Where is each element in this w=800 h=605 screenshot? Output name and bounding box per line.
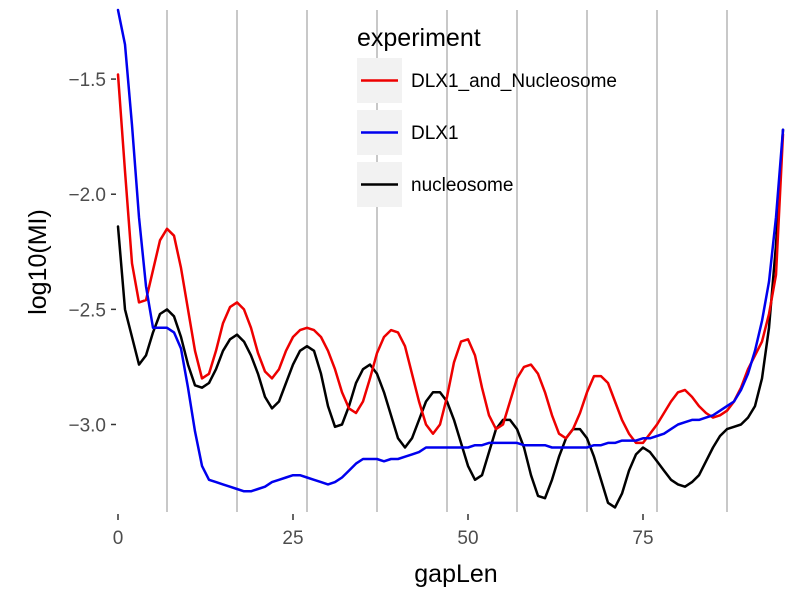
y-axis-title: log10(MI) — [24, 209, 52, 315]
legend: experiment DLX1_and_Nucleosome DLX1 nucleo… — [357, 24, 617, 207]
y-tick-label: −1.5 — [68, 70, 106, 91]
legend-label: DLX1 — [411, 123, 459, 144]
x-tick-label: 50 — [457, 528, 478, 549]
legend-label: DLX1_and_Nucleosome — [411, 71, 617, 92]
series-line-dlx1-and-nucleosome — [116, 73, 785, 445]
series-line-dlx1 — [116, 8, 785, 493]
series-line-nucleosome — [116, 128, 785, 509]
legend-title: experiment — [357, 24, 481, 52]
y-tick-label: −2.0 — [68, 185, 106, 206]
y-axis-ticks: −3.0 −2.5 −2.0 −1.5 — [68, 70, 116, 436]
x-tick-label: 75 — [632, 528, 653, 549]
series-lines — [116, 8, 785, 509]
x-axis-title: gapLen — [414, 560, 497, 588]
legend-entries: DLX1_and_Nucleosome DLX1 nucleosome — [357, 58, 617, 207]
y-tick-label: −3.0 — [68, 415, 106, 436]
legend-label: nucleosome — [411, 175, 513, 196]
x-axis-ticks: 0 25 50 75 — [113, 514, 654, 549]
y-tick-label: −2.5 — [68, 300, 106, 321]
x-tick-label: 25 — [282, 528, 303, 549]
x-tick-label: 0 — [113, 528, 124, 549]
